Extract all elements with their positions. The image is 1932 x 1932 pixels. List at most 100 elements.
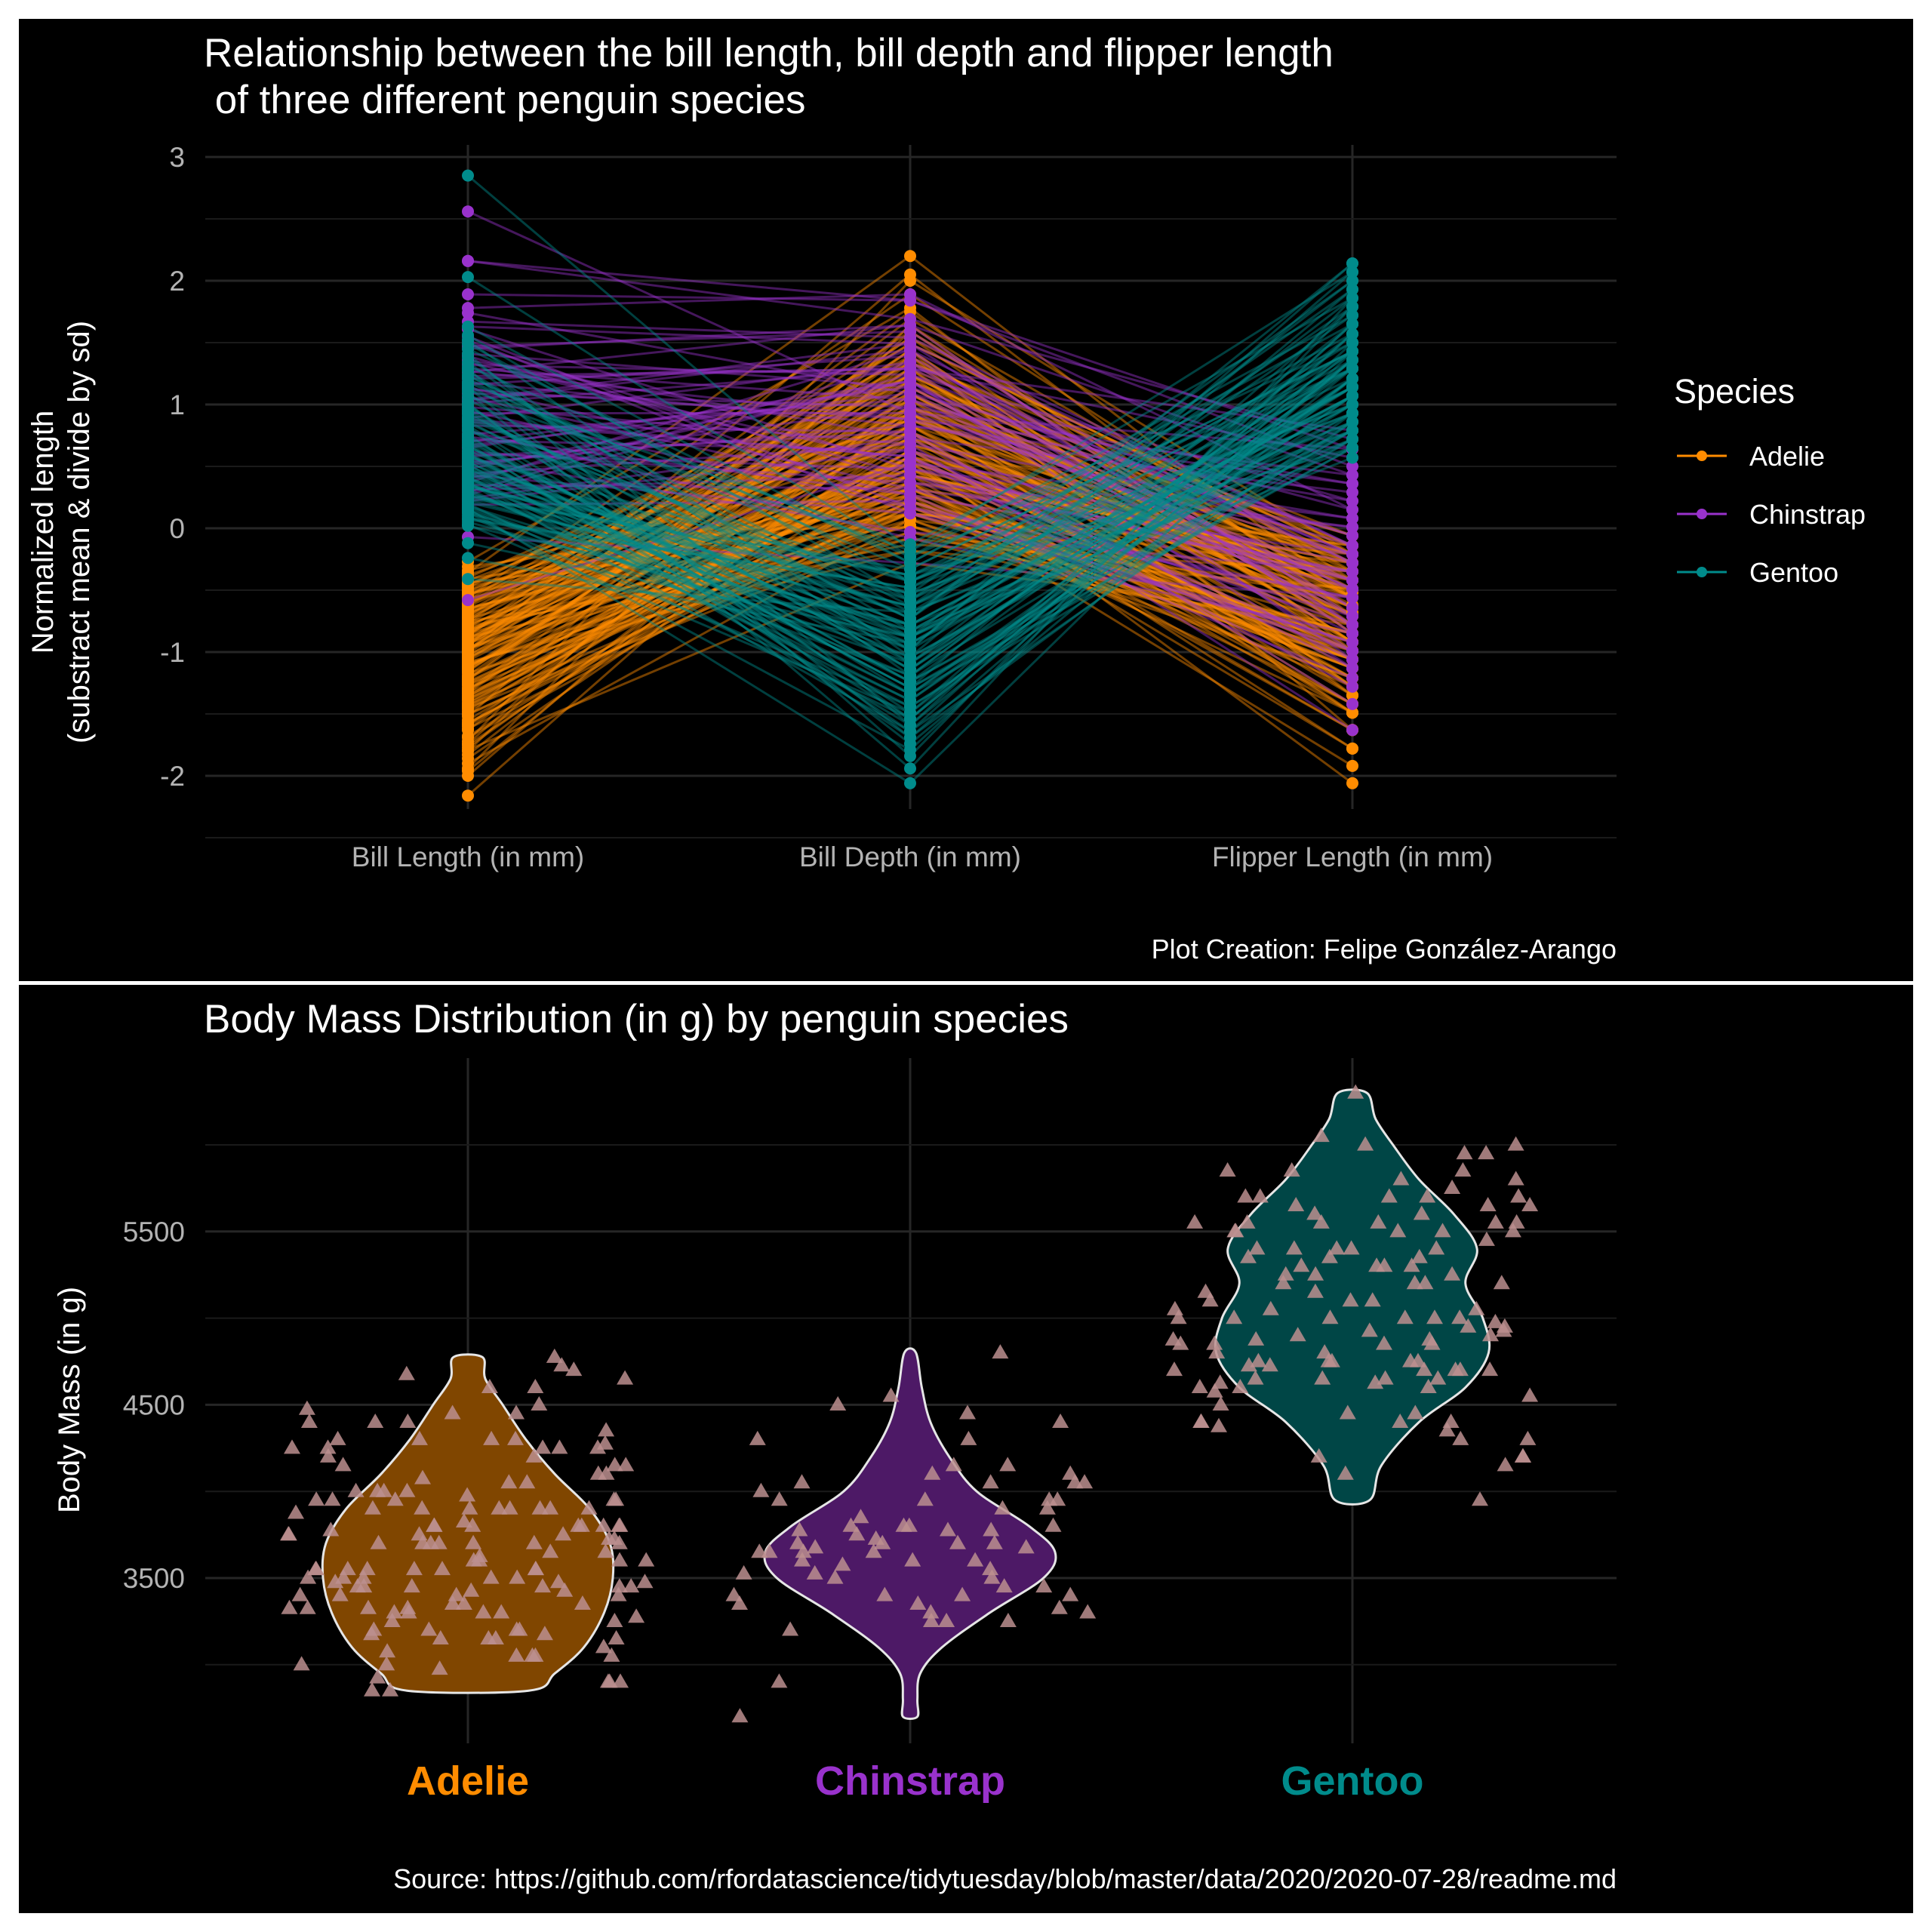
point-gentoo xyxy=(462,465,474,478)
point-adelie xyxy=(1346,742,1358,755)
jitter-point-gentoo xyxy=(1451,1309,1469,1324)
point-gentoo xyxy=(1346,266,1358,278)
point-chinstrap xyxy=(1346,460,1358,472)
jitter-point-adelie xyxy=(481,1379,498,1393)
jitter-point-gentoo xyxy=(1293,1257,1310,1272)
jitter-point-adelie xyxy=(610,1586,627,1601)
point-gentoo xyxy=(1346,275,1358,287)
jitter-point-adelie xyxy=(367,1414,384,1428)
jitter-point-adelie xyxy=(617,1457,635,1472)
jitter-point-adelie xyxy=(364,1500,381,1515)
jitter-point-gentoo xyxy=(1219,1162,1236,1177)
point-gentoo xyxy=(462,320,474,333)
jitter-point-gentoo xyxy=(1321,1248,1338,1263)
violin-chart: Body Mass Distribution (in g) by penguin… xyxy=(53,997,1617,1894)
violin-chinstrap xyxy=(763,1347,1057,1721)
point-adelie xyxy=(462,709,474,721)
point-chinstrap xyxy=(904,507,916,520)
point-adelie xyxy=(904,275,916,287)
top-series-points xyxy=(462,169,1358,802)
parallel-coordinates-chart: Relationship between the bill length, bi… xyxy=(26,31,1866,964)
point-chinstrap xyxy=(904,362,916,375)
top-y-axis-title: Normalized length (substract mean & divi… xyxy=(26,321,96,743)
jitter-point-gentoo xyxy=(1495,1322,1512,1337)
jitter-point-gentoo xyxy=(1206,1383,1223,1398)
point-gentoo xyxy=(462,368,474,381)
jitter-point-gentoo xyxy=(1392,1171,1410,1186)
jitter-point-gentoo xyxy=(1367,1374,1384,1389)
point-gentoo xyxy=(462,360,474,373)
jitter-point-adelie xyxy=(603,1647,620,1662)
bottom-y-axis-title-group: Body Mass (in g) xyxy=(53,1287,86,1513)
jitter-point-gentoo xyxy=(1411,1248,1428,1263)
point-adelie xyxy=(1346,759,1358,772)
jitter-point-adelie xyxy=(483,1430,500,1445)
point-chinstrap xyxy=(462,254,474,267)
jitter-point-gentoo xyxy=(1312,1128,1330,1143)
jitter-point-adelie xyxy=(444,1595,461,1610)
point-adelie xyxy=(1346,777,1358,789)
jitter-point-gentoo xyxy=(1192,1414,1210,1428)
jitter-point-gentoo xyxy=(1426,1309,1443,1324)
jitter-point-gentoo xyxy=(1347,1084,1364,1099)
jitter-point-gentoo xyxy=(1510,1188,1527,1203)
point-chinstrap xyxy=(1346,512,1358,525)
jitter-point-chinstrap xyxy=(842,1517,860,1532)
jitter-point-adelie xyxy=(300,1569,317,1584)
jitter-point-gentoo xyxy=(1248,1240,1266,1255)
point-chinstrap xyxy=(1346,469,1358,481)
jitter-point-gentoo xyxy=(1478,1231,1495,1246)
point-chinstrap xyxy=(904,432,916,445)
point-chinstrap xyxy=(1346,601,1358,614)
jitter-point-gentoo xyxy=(1287,1197,1305,1211)
jitter-point-chinstrap xyxy=(967,1552,984,1567)
point-gentoo xyxy=(462,408,474,421)
jitter-point-gentoo xyxy=(1504,1223,1521,1238)
point-chinstrap xyxy=(1346,540,1358,552)
jitter-point-adelie xyxy=(527,1379,544,1393)
point-chinstrap xyxy=(904,381,916,393)
jitter-point-adelie xyxy=(308,1491,325,1506)
top-y-tick-label: 2 xyxy=(169,266,185,297)
top-y-tick-label: -1 xyxy=(160,637,185,668)
point-chinstrap xyxy=(1346,618,1358,631)
jitter-point-gentoo xyxy=(1497,1457,1514,1472)
jitter-point-adelie xyxy=(595,1638,612,1654)
jitter-point-adelie xyxy=(455,1595,472,1610)
jitter-point-chinstrap xyxy=(923,1613,940,1627)
legend-item-gentoo: Gentoo xyxy=(1677,557,1838,588)
species-legend: Species Adelie Chinstrap Gentoo xyxy=(1674,372,1866,588)
point-gentoo xyxy=(462,398,474,411)
jitter-point-adelie xyxy=(605,1491,623,1506)
jitter-point-adelie xyxy=(601,1673,618,1688)
jitter-point-gentoo xyxy=(1521,1197,1539,1211)
top-y-axis-title-line2: (substract mean & divide by sd) xyxy=(63,321,96,743)
jitter-point-gentoo xyxy=(1191,1379,1208,1393)
legend-item-chinstrap: Chinstrap xyxy=(1677,499,1866,530)
jitter-point-adelie xyxy=(508,1647,525,1662)
jitter-point-chinstrap xyxy=(865,1543,882,1558)
jitter-point-chinstrap xyxy=(995,1578,1013,1593)
jitter-point-adelie xyxy=(403,1578,420,1593)
jitter-point-adelie xyxy=(482,1569,500,1584)
point-chinstrap xyxy=(1346,521,1358,534)
jitter-point-chinstrap xyxy=(1044,1517,1062,1532)
point-gentoo xyxy=(1346,292,1358,304)
top-y-axis-title-line1: Normalized length xyxy=(26,411,60,654)
jitter-point-adelie xyxy=(335,1569,352,1584)
jitter-point-adelie xyxy=(284,1439,300,1454)
point-gentoo xyxy=(1346,328,1358,340)
jitter-point-adelie xyxy=(465,1552,482,1567)
jitter-point-adelie xyxy=(595,1517,612,1532)
jitter-point-adelie xyxy=(369,1669,386,1684)
point-adelie xyxy=(462,700,474,713)
jitter-point-adelie xyxy=(480,1630,497,1644)
point-chinstrap xyxy=(462,306,474,319)
jitter-point-adelie xyxy=(382,1681,398,1697)
jitter-point-gentoo xyxy=(1357,1136,1374,1151)
jitter-point-chinstrap xyxy=(874,1534,891,1549)
jitter-point-chinstrap xyxy=(771,1673,788,1688)
jitter-point-gentoo xyxy=(1507,1136,1524,1151)
jitter-point-adelie xyxy=(327,1574,344,1589)
jitter-point-gentoo xyxy=(1421,1331,1438,1346)
